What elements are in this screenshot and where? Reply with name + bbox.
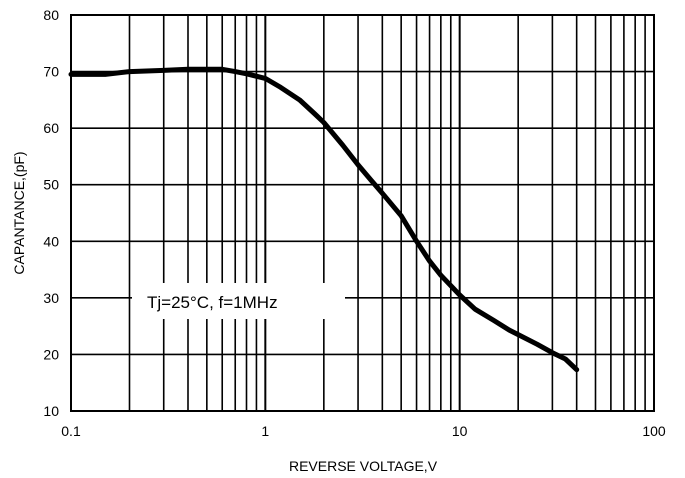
y-tick-label: 20 bbox=[43, 346, 59, 362]
x-tick-label: 1 bbox=[261, 423, 269, 439]
x-axis-title: REVERSE VOLTAGE,V bbox=[289, 458, 438, 474]
capacitance-series-line bbox=[68, 66, 580, 373]
annotation-background bbox=[132, 283, 345, 319]
annotation-layer: Tj=25°C, f=1MHz bbox=[132, 283, 345, 319]
series-layer bbox=[68, 66, 580, 373]
y-tick-label: 40 bbox=[43, 233, 59, 249]
y-tick-label: 30 bbox=[43, 290, 59, 306]
grid-layer bbox=[70, 14, 654, 412]
x-tick-label: 10 bbox=[452, 423, 468, 439]
y-tick-label: 80 bbox=[43, 7, 59, 23]
y-axis-title: CAPANTANCE,(pF) bbox=[11, 151, 27, 274]
tick-label-layer: 0.1 1 10 100 10 20 30 40 50 60 70 80 bbox=[43, 7, 665, 439]
y-tick-label: 60 bbox=[43, 120, 59, 136]
y-tick-label: 50 bbox=[43, 177, 59, 193]
x-tick-label: 100 bbox=[642, 423, 666, 439]
y-tick-label: 70 bbox=[43, 64, 59, 80]
x-tick-label: 0.1 bbox=[61, 423, 81, 439]
plot-frame bbox=[70, 14, 655, 412]
annotation-label: Tj=25°C, f=1MHz bbox=[147, 293, 278, 312]
y-tick-label: 10 bbox=[43, 403, 59, 419]
